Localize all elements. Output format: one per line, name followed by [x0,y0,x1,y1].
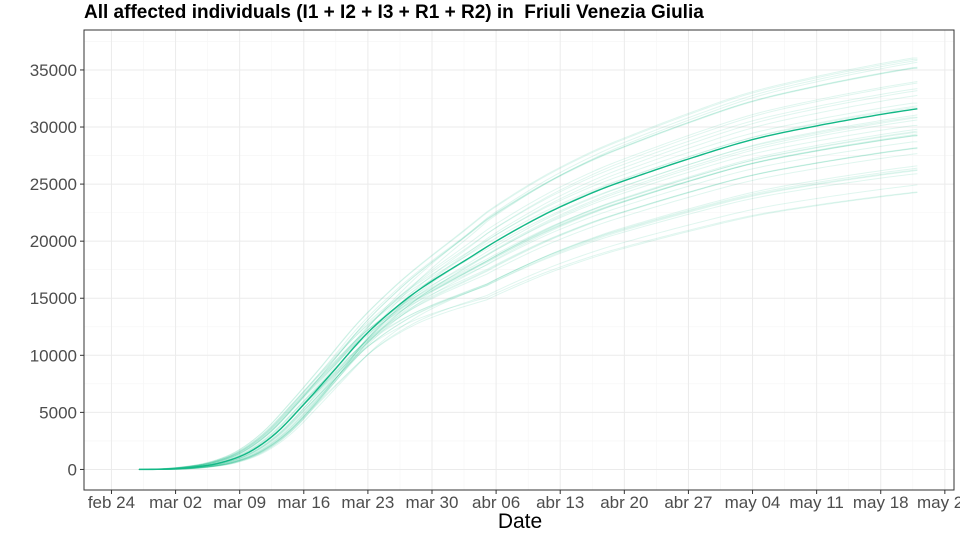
ensemble-line [138,102,918,470]
plot-panel-border [83,29,955,491]
ensemble-line [138,135,918,470]
x-tick-label: mar 09 [213,493,266,512]
ensemble-line [138,114,918,470]
ensemble-line [138,134,918,470]
series-line-central [138,108,918,471]
ensemble-line [138,67,918,470]
minor-grid [84,30,954,490]
x-axis-title: Date [497,510,543,533]
y-tick-label: 30000 [30,118,77,137]
ensemble-line [138,165,918,470]
y-tick-label: 20000 [30,232,77,251]
ensemble-line [138,173,918,470]
ensemble-line [138,169,918,470]
x-tick-label: may 25 [917,493,960,512]
central-line [138,108,918,471]
chart-title: All affected individuals (I1 + I2 + I3 +… [84,2,704,23]
ensemble-line [138,167,918,470]
y-tick-label: 10000 [30,346,77,365]
ensemble-line [138,135,918,470]
x-tick-label: abr 13 [536,493,584,512]
ensemble-line [138,130,918,470]
ensemble-lines [138,57,918,470]
ensemble-line [138,128,918,470]
ensemble-line [138,61,918,470]
ensemble-line [138,184,918,470]
ensemble-line [138,148,918,470]
ensemble-line [138,58,918,470]
ensemble-line [138,116,918,470]
ensemble-line [138,90,918,470]
ensemble-line [138,191,918,470]
y-tick-label: 35000 [30,61,77,80]
ensemble-line [138,82,918,470]
x-tick-label: abr 06 [472,493,520,512]
ensemble-line [138,59,918,470]
x-axis: feb 24 mar 02 mar 09 mar 16 mar 23 mar 30 abr … [88,490,960,512]
ensemble-line [138,107,918,470]
y-tick-label: 15000 [30,289,77,308]
x-tick-label: mar 02 [149,493,202,512]
y-tick-label: 25000 [30,175,77,194]
x-tick-label: may 04 [725,493,781,512]
x-tick-label: may 11 [789,493,844,512]
x-tick-label: mar 16 [277,493,330,512]
ensemble-line [138,141,918,470]
ensemble-line [138,66,918,470]
ensemble-line [138,119,918,470]
ensemble-line [138,124,918,470]
x-tick-label: abr 27 [664,493,712,512]
x-tick-label: feb 24 [88,493,135,512]
ensemble-line [138,132,918,470]
y-tick-label: 0 [68,460,77,479]
ensemble-line [138,88,918,470]
ensemble-line [138,117,918,470]
x-tick-label: mar 23 [341,493,394,512]
x-tick-label: may 18 [853,493,909,512]
ensemble-line [138,147,918,470]
ensemble-line [138,57,918,470]
ensemble-line [138,67,918,470]
x-tick-label: abr 20 [600,493,648,512]
y-tick-label: 5000 [39,403,77,422]
x-tick-label: mar 30 [406,493,459,512]
ensemble-line [138,133,918,470]
major-grid [84,30,954,490]
y-axis: 0 5000 10000 15000 20000 25000 30000 35000 [30,61,84,479]
ensemble-line [138,94,918,470]
